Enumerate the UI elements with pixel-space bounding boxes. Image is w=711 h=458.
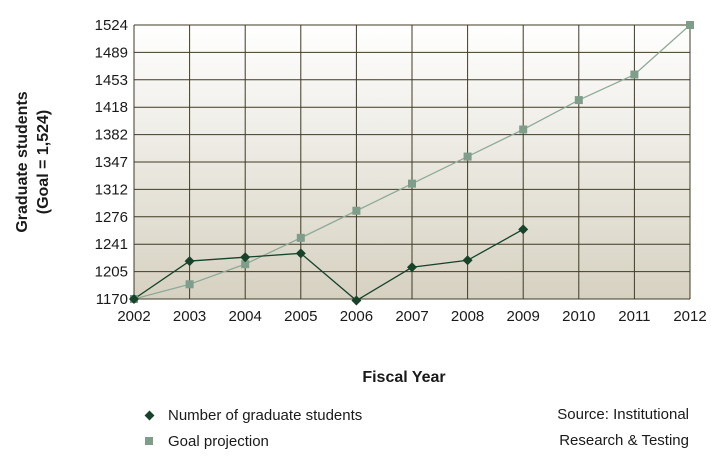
legend-item-goal: Goal projection [138, 428, 362, 454]
goal-point [463, 152, 472, 161]
legend: Number of graduate students Goal project… [138, 402, 362, 454]
student-point [462, 255, 473, 266]
y-tick-label: 1241 [95, 236, 128, 253]
student-point [240, 252, 251, 263]
y-tick-label: 1453 [95, 72, 128, 89]
x-tick-label: 2008 [451, 308, 484, 325]
x-tick-label: 2012 [673, 308, 706, 325]
x-tick-label: 2004 [229, 308, 262, 325]
y-axis-title-line2: (Goal = 1,524) [35, 110, 52, 215]
x-tick-label: 2007 [395, 308, 428, 325]
student-point [129, 294, 139, 304]
goal-point [408, 179, 416, 188]
y-tick-label: 1312 [95, 181, 128, 198]
legend-item-students: Number of graduate students [138, 402, 362, 428]
goal-point [630, 70, 639, 79]
grid [133, 24, 691, 300]
y-tick-label: 1382 [95, 127, 128, 144]
x-axis-title: Fiscal Year [362, 369, 445, 386]
y-tick-label: 1276 [95, 209, 128, 226]
y-axis-title-line1: Graduate students [14, 91, 31, 232]
students-line [133, 228, 524, 302]
student-point [407, 262, 417, 273]
tick-labels: 1170 1205 1241 1276 1312 1347 1382 1418 1453 1489… [95, 17, 707, 325]
x-tick-label: 2010 [562, 308, 595, 325]
goal-point [352, 206, 361, 215]
y-tick-label: 1347 [95, 154, 128, 171]
student-point [351, 295, 362, 306]
x-tick-label: 2011 [618, 308, 650, 325]
y-tick-label: 1418 [95, 99, 128, 116]
goal-point [574, 96, 583, 105]
student-point [295, 248, 306, 259]
square-icon [138, 437, 160, 445]
x-tick-label: 2002 [117, 308, 150, 325]
y-tick-label: 1205 [95, 264, 128, 281]
goal-point [519, 125, 528, 134]
goal-point [686, 21, 694, 29]
series-layer [129, 21, 694, 306]
x-tick-label: 2009 [507, 308, 540, 325]
goal-point [241, 260, 250, 269]
source-line-2: Research & Testing [559, 432, 689, 449]
x-tick-label: 2006 [340, 308, 373, 325]
goal-point [296, 233, 305, 242]
student-point [184, 256, 195, 267]
y-tick-label: 1524 [95, 17, 128, 34]
x-tick-label: 2005 [284, 308, 317, 325]
source-line-1: Source: Institutional [557, 406, 689, 423]
goal-point [185, 280, 194, 289]
y-tick-label: 1489 [95, 44, 128, 61]
legend-label-students: Number of graduate students [168, 406, 363, 424]
student-point [518, 224, 529, 235]
y-tick-label: 1170 [96, 291, 128, 308]
source-note: Source: Institutional Research & Testing [557, 402, 689, 454]
x-tick-label: 2003 [173, 308, 206, 325]
legend-label-goal: Goal projection [168, 432, 269, 450]
diamond-icon [138, 410, 160, 420]
